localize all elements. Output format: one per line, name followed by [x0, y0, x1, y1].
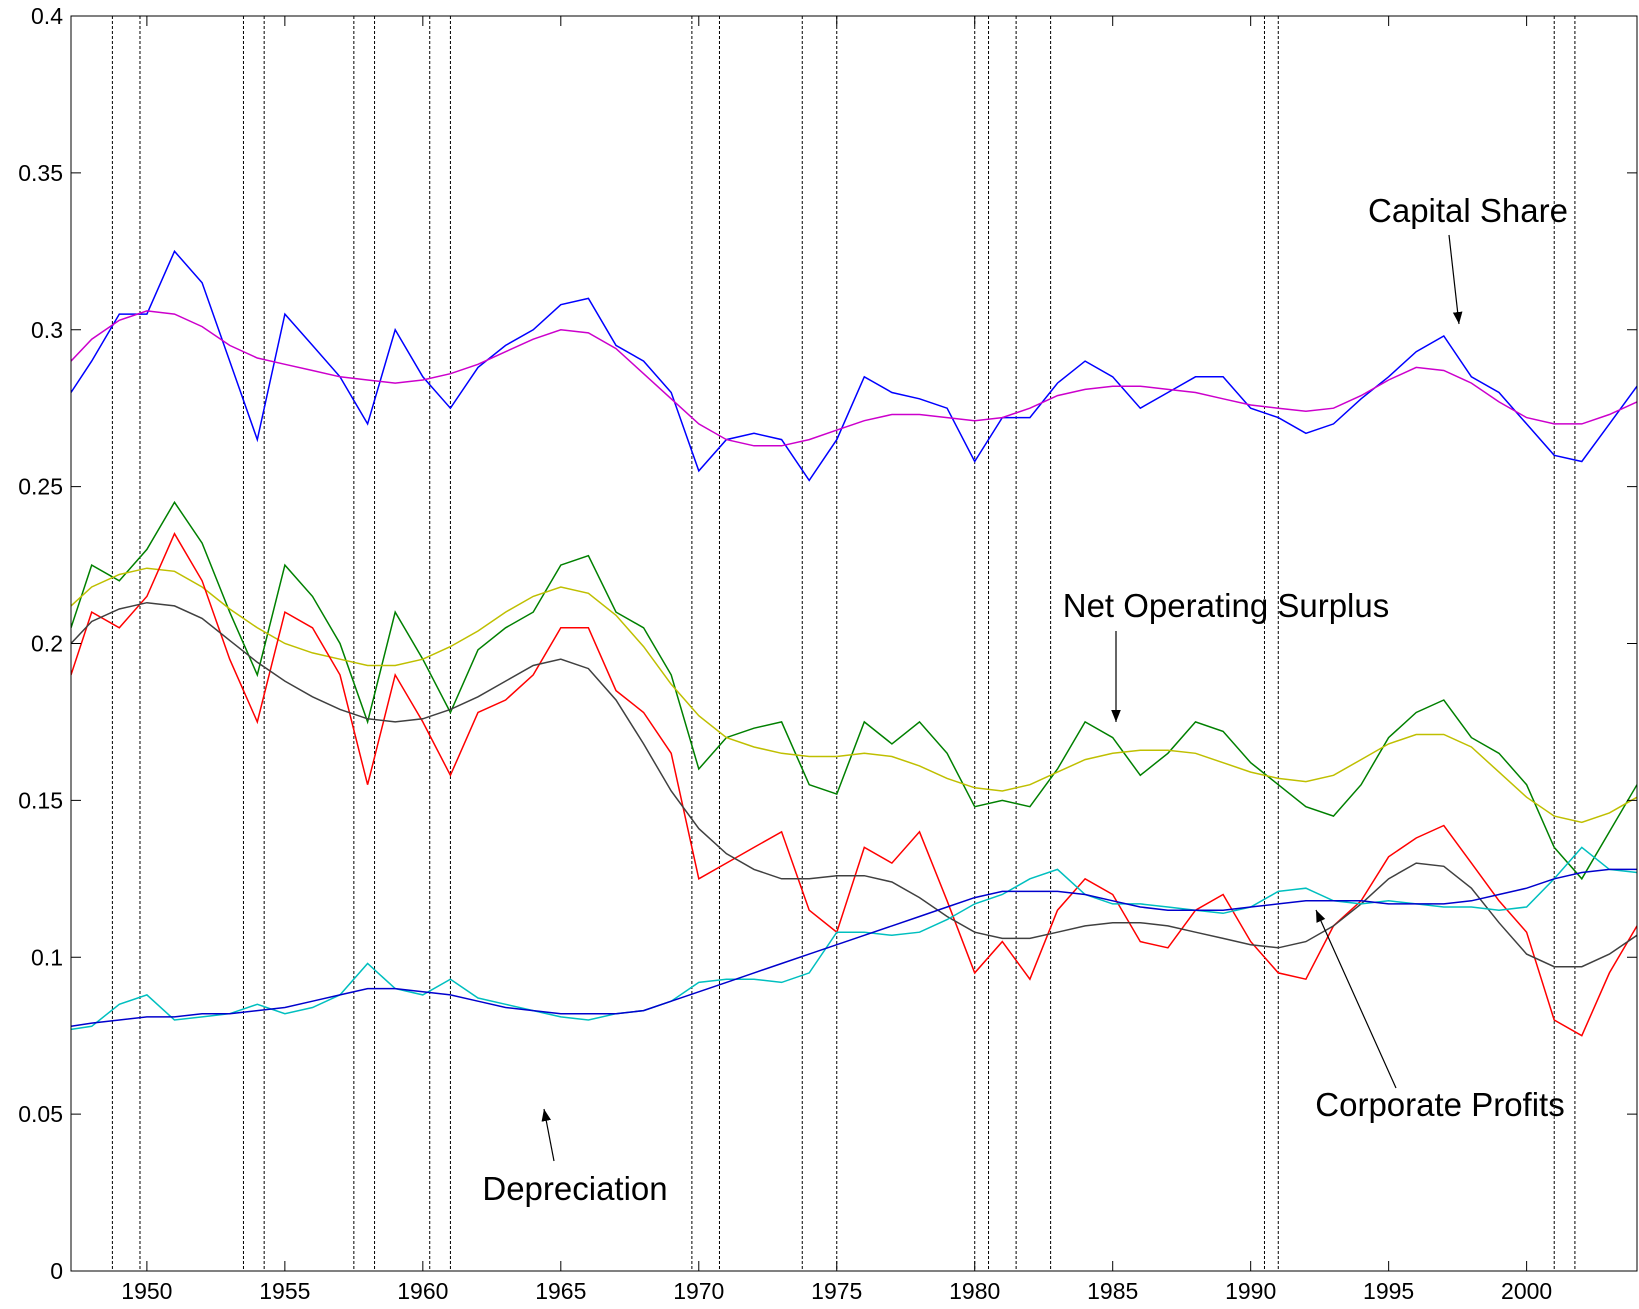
annotation-arrow: [1448, 234, 1463, 325]
plot-frame: [70, 15, 1638, 1272]
series-line: [71, 567, 1637, 824]
annotation: Capital Share: [1368, 192, 1568, 229]
x-tick-label: 1960: [397, 1278, 448, 1304]
series-line: [71, 601, 1637, 968]
annotation: Depreciation: [482, 1170, 667, 1207]
series-line: [71, 500, 1637, 881]
series-line: [71, 532, 1637, 1037]
x-tick-label: 1970: [673, 1278, 724, 1304]
x-tick-label: 1995: [1363, 1278, 1414, 1304]
annotation-arrow: [1315, 909, 1397, 1089]
y-tick-label: 0.35: [18, 160, 63, 186]
series-line: [71, 868, 1637, 1028]
x-tick-label: 1965: [535, 1278, 586, 1304]
x-tick-label: 1985: [1087, 1278, 1138, 1304]
plot-area: [71, 16, 1637, 1271]
annotation: Corporate Profits: [1315, 1086, 1564, 1123]
y-tick-label: 0.2: [31, 631, 63, 657]
x-tick-label: 1980: [949, 1278, 1000, 1304]
x-tick-label: 1990: [1225, 1278, 1276, 1304]
y-tick-label: 0.4: [31, 3, 63, 29]
x-tick-label: 1955: [259, 1278, 310, 1304]
x-tick-label: 2000: [1501, 1278, 1552, 1304]
y-tick-label: 0: [50, 1258, 63, 1284]
annotation: Net Operating Surplus: [1063, 587, 1390, 624]
x-tick-label: 1975: [811, 1278, 862, 1304]
y-tick-label: 0.15: [18, 787, 63, 813]
y-tick-label: 0.25: [18, 474, 63, 500]
annotation-arrow: [541, 1108, 555, 1162]
x-tick-label: 1950: [121, 1278, 172, 1304]
series-line: [71, 310, 1637, 447]
y-tick-label: 0.05: [18, 1101, 63, 1127]
y-tick-label: 0.3: [31, 317, 63, 343]
series-line: [71, 249, 1637, 482]
y-tick-label: 0.1: [31, 944, 63, 970]
